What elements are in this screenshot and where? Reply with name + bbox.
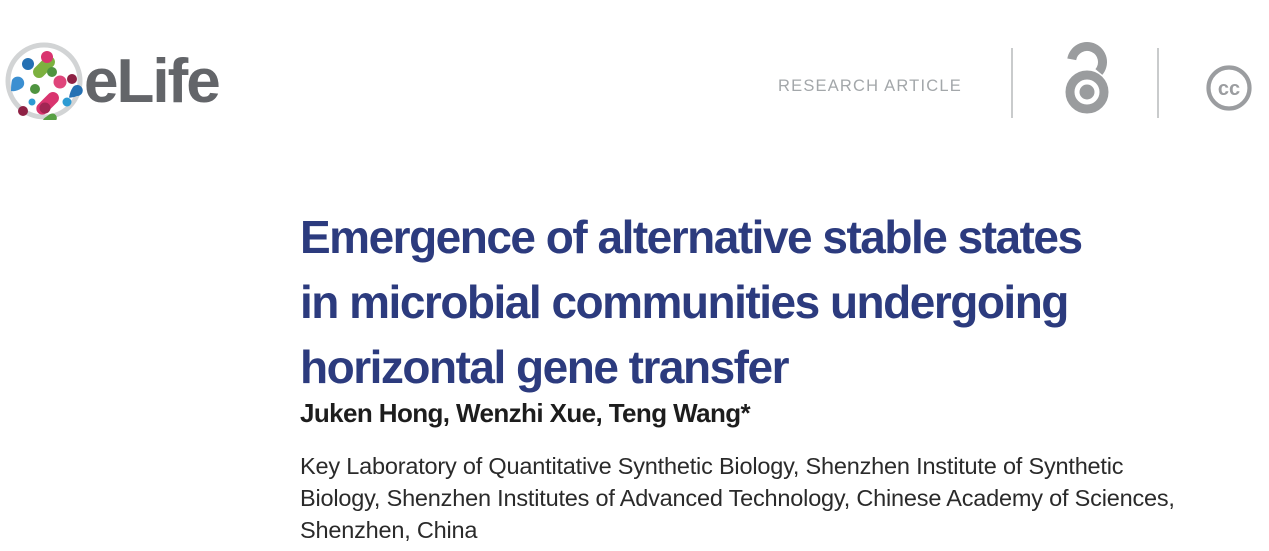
affiliation-line: Key Laboratory of Quantitative Synthetic… <box>300 453 1124 479</box>
article-type-label: RESEARCH ARTICLE <box>778 77 962 95</box>
affiliation: Key Laboratory of Quantitative Synthetic… <box>300 450 1260 546</box>
title-line: horizontal gene transfer <box>300 341 789 393</box>
header-divider <box>1157 48 1159 118</box>
open-access-padlock-icon <box>1065 42 1109 114</box>
header-divider <box>1011 48 1013 118</box>
cc-letters: cc <box>1218 78 1240 100</box>
elife-logo-icon <box>5 42 83 120</box>
page-title: Emergence of alternative stable states i… <box>300 205 1220 400</box>
affiliation-line: Shenzhen, China <box>300 517 478 543</box>
affiliation-line: Biology, Shenzhen Institutes of Advanced… <box>300 485 1175 511</box>
elife-wordmark: eLife <box>84 47 221 116</box>
creative-commons-icon: cc <box>1206 65 1252 111</box>
author-list: Juken Hong, Wenzhi Xue, Teng Wang* <box>300 398 751 428</box>
title-line: Emergence of alternative stable states <box>300 211 1083 263</box>
title-line: in microbial communities undergoing <box>300 276 1069 328</box>
